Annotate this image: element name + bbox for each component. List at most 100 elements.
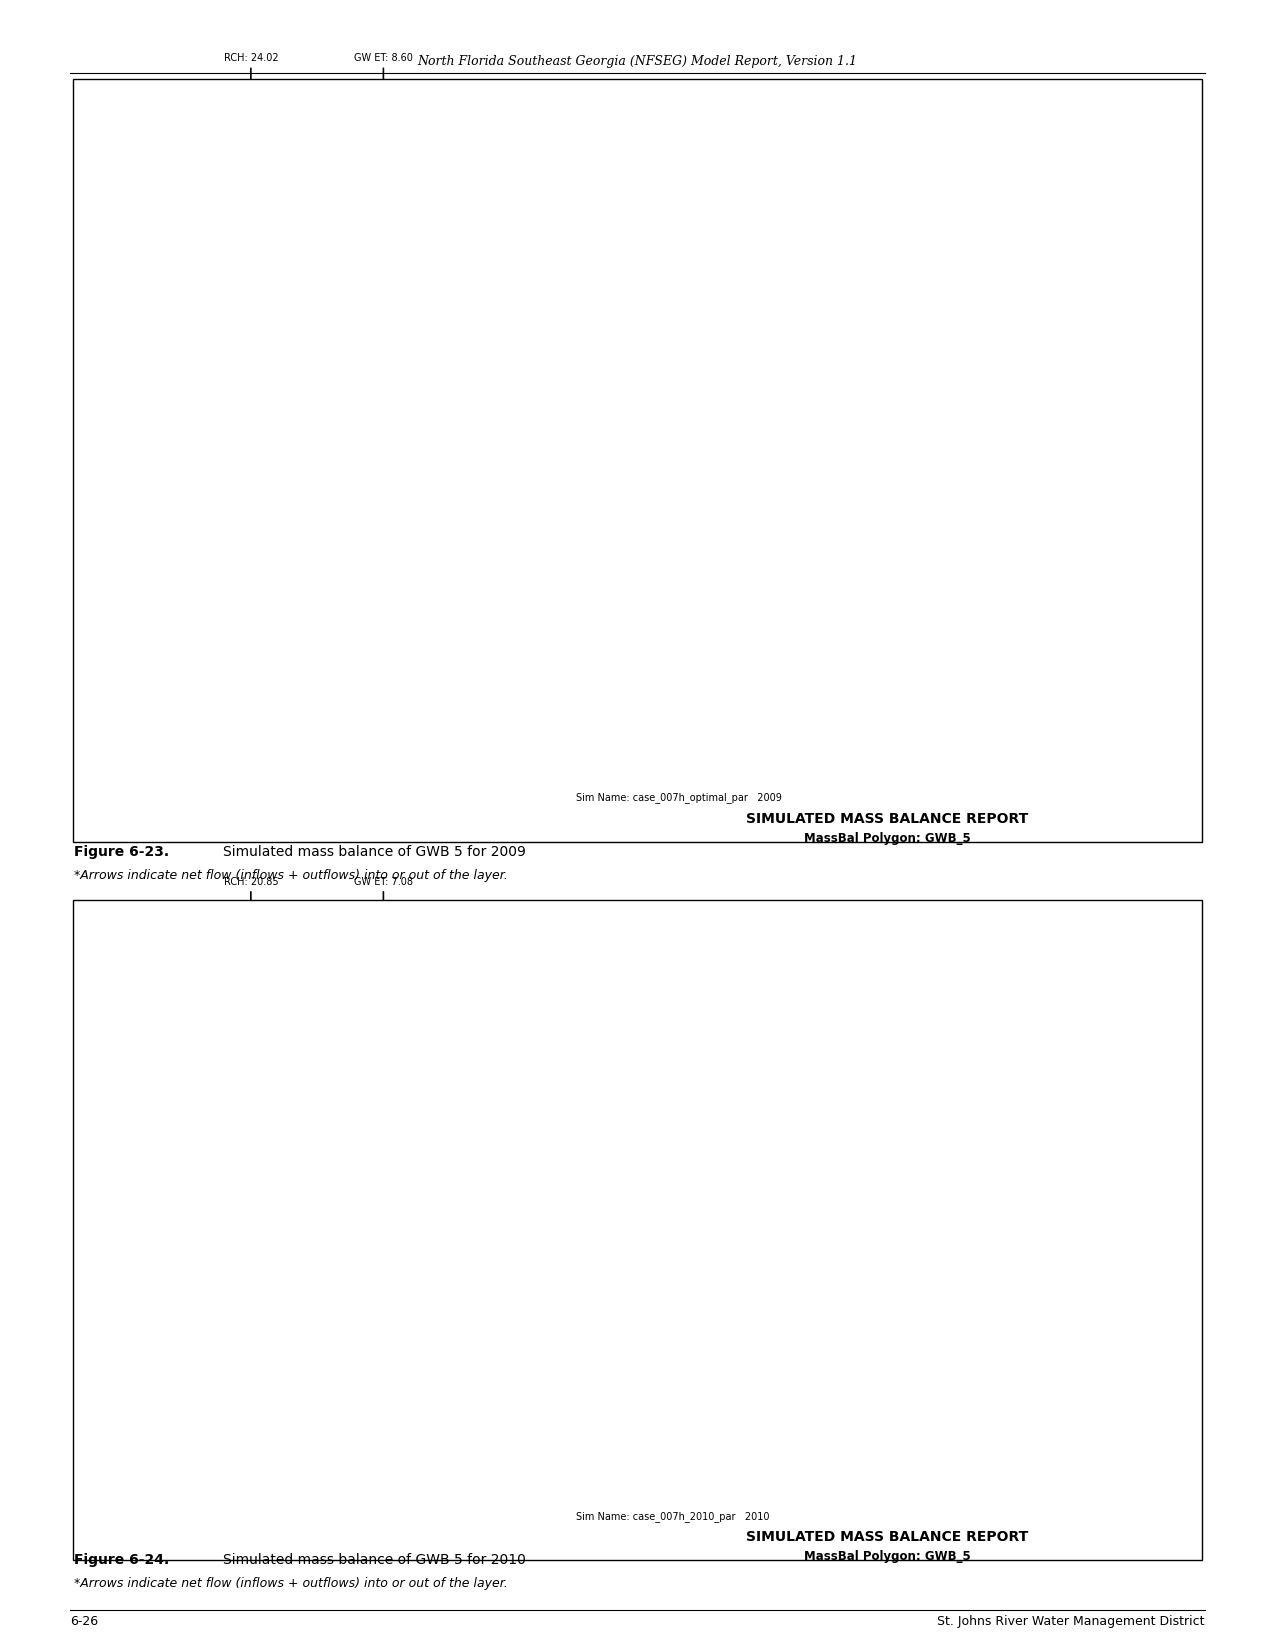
Text: FL: FL: [909, 205, 919, 213]
Text: L1 RIV:  1.91: L1 RIV: 1.91: [152, 966, 204, 976]
Text: (L3 Q_WEL:  92.53 mgd): (L3 Q_WEL: 92.53 mgd): [445, 327, 538, 335]
Text: Sim Name: case_007h_2010_par   2010: Sim Name: case_007h_2010_par 2010: [576, 1511, 770, 1522]
Text: 6-26: 6-26: [70, 1615, 98, 1628]
Text: L5 Q_LAT:  0.60: L5 Q_LAT: 0.60: [445, 464, 509, 474]
Bar: [212, 619, 437, 660]
Text: L1 DRN:  6.95: L1 DRN: 6.95: [147, 142, 204, 152]
Text: L2 GHB:  0.00: L2 GHB: 0.00: [147, 231, 204, 241]
Text: GA: GA: [909, 125, 922, 135]
Text: Layer 3: Layer 3: [302, 1096, 347, 1106]
Text: nfseg_zonebudget_polygons: nfseg_zonebudget_polygons: [639, 934, 759, 944]
Text: GW ET: 7.08: GW ET: 7.08: [354, 877, 413, 887]
Text: Figure 6-23.: Figure 6-23.: [74, 845, 170, 859]
Bar: [868, 114, 903, 147]
Bar: [212, 1012, 437, 1048]
Text: SC: SC: [909, 1065, 921, 1073]
Text: Simulated mass balance of GWB 5 for 2009: Simulated mass balance of GWB 5 for 2009: [223, 845, 527, 859]
Text: L4 to L5:  0.58: L4 to L5: 0.58: [330, 1204, 390, 1212]
Text: L1 Q_WEL:  0.00: L1 Q_WEL: 0.00: [445, 961, 513, 969]
Text: Jefferson: Jefferson: [973, 532, 1001, 537]
Text: Liberty: Liberty: [690, 1351, 711, 1355]
Text: L4 GHB:  0.00: L4 GHB: 0.00: [147, 1167, 204, 1177]
Text: L6 Q_LAT:  0.00: L6 Q_LAT: 0.00: [445, 1309, 509, 1317]
Text: ModelActiveBoundary: ModelActiveBoundary: [639, 982, 731, 991]
Text: SIMULATED MASS BALANCE REPORT: SIMULATED MASS BALANCE REPORT: [746, 812, 1029, 826]
Text: L6 Q_LAT:  0.00: L6 Q_LAT: 0.00: [445, 553, 509, 561]
Text: Baker: Baker: [803, 1067, 822, 1071]
Polygon shape: [576, 216, 652, 642]
Text: L1 CH:  1.01: L1 CH: 1.01: [153, 129, 204, 139]
Text: L3 GHB:  4.62: L3 GHB: 4.62: [147, 1103, 204, 1111]
Text: L5 to L6:  0.00: L5 to L6: 0.00: [330, 512, 390, 522]
Text: Franklin: Franklin: [775, 1435, 801, 1440]
Bar: [868, 974, 903, 1007]
Text: AL: AL: [909, 165, 921, 175]
Text: Seminole: Seminole: [673, 396, 703, 401]
Bar: [212, 1154, 437, 1190]
Text: Houston: Houston: [594, 338, 621, 343]
Text: Cook: Cook: [1079, 1146, 1094, 1151]
Text: Ocean: Ocean: [890, 713, 910, 718]
Text: MassBal Polygon: GWB_5: MassBal Polygon: GWB_5: [805, 1550, 970, 1563]
Text: Gulf: Gulf: [620, 1445, 632, 1450]
Text: L4 GHB:  0.00: L4 GHB: 0.00: [147, 390, 204, 398]
Text: Hamilton: Hamilton: [1135, 487, 1163, 492]
Text: L5 Q_WEL:  0.00: L5 Q_WEL: 0.00: [445, 477, 513, 487]
Bar: [868, 154, 903, 187]
Text: Tift: Tift: [1057, 1067, 1067, 1071]
Text: L1 Q_WEL:  0.00: L1 Q_WEL: 0.00: [445, 150, 513, 158]
Text: L1 Q_LAT:  0.01: L1 Q_LAT: 0.01: [445, 135, 509, 145]
Text: L7 Q_LAT:  0.00: L7 Q_LAT: 0.00: [445, 1380, 509, 1388]
Text: (L3 Q_WEL:  92.53 mgd): (L3 Q_WEL: 92.53 mgd): [445, 1113, 538, 1123]
Text: (L2 Q_WEL:  0.00 mgd): (L2 Q_WEL: 0.00 mgd): [445, 244, 533, 253]
Text: (L2 Q_WEL:  0.00 mgd): (L2 Q_WEL: 0.00 mgd): [445, 1043, 533, 1052]
Bar: [212, 373, 437, 414]
Text: L4 Q_LAT:  0.00: L4 Q_LAT: 0.00: [445, 1162, 509, 1171]
Text: L6 to L7:  0.00: L6 to L7: 0.00: [330, 594, 390, 603]
Text: Calhoun: Calhoun: [613, 578, 639, 583]
Bar: [868, 192, 903, 226]
Text: Thomas: Thomas: [987, 396, 1012, 401]
Text: L1 to L2:  4.79: L1 to L2: 4.79: [330, 991, 390, 999]
Text: Layer 6: Layer 6: [301, 1309, 348, 1319]
Text: Taylor: Taylor: [972, 599, 991, 604]
Text: L5 Q_LAT:  0.58: L5 Q_LAT: 0.58: [445, 1233, 509, 1242]
Text: Cook: Cook: [1079, 350, 1094, 355]
Text: Jefferson: Jefferson: [973, 1294, 1001, 1299]
Bar: [590, 925, 630, 953]
Text: Colquitt: Colquitt: [987, 1118, 1012, 1123]
Text: Calhoun: Calhoun: [613, 1332, 639, 1337]
Text: L6 to L7:  0.00: L6 to L7: 0.00: [330, 1344, 390, 1354]
Text: Houston: Houston: [594, 1138, 621, 1142]
Text: Baker: Baker: [803, 254, 822, 259]
Text: RCH: 24.02: RCH: 24.02: [223, 53, 278, 63]
Text: L3 to L4:  0.58: L3 to L4: 0.58: [330, 1133, 390, 1141]
Bar: [980, 114, 1015, 147]
Text: Tift: Tift: [1057, 254, 1067, 259]
Text: (L4 Q_WEL:  0.00 mgd): (L4 Q_WEL: 0.00 mgd): [445, 408, 533, 418]
Text: County Boundaries: County Boundaries: [857, 114, 961, 124]
Text: Franklin: Franklin: [775, 702, 801, 707]
Bar: [212, 208, 437, 249]
Text: L2 RIV:  0.08: L2 RIV: 0.08: [152, 218, 204, 228]
Text: Lafayette: Lafayette: [1010, 657, 1039, 662]
Text: (L1 Q_WEL:  0.97 mgd): (L1 Q_WEL: 0.97 mgd): [445, 162, 533, 172]
Text: Brooks: Brooks: [1063, 1212, 1085, 1217]
Text: GW ET: 8.60: GW ET: 8.60: [354, 53, 413, 63]
Text: Figure 6-24.: Figure 6-24.: [74, 1554, 170, 1567]
Bar: [590, 152, 630, 180]
Text: RCH: 20.85: RCH: 20.85: [223, 877, 278, 887]
Text: Madison: Madison: [1048, 1294, 1075, 1299]
Text: (L5 Q_WEL:  0.08 mgd): (L5 Q_WEL: 0.08 mgd): [445, 490, 533, 500]
Text: L3 Q_LAT:  0.11: L3 Q_LAT: 0.11: [445, 300, 509, 309]
Text: Grady: Grady: [890, 1184, 909, 1189]
Text: Layer 3: Layer 3: [302, 307, 347, 317]
Bar: [212, 291, 437, 332]
Bar: [590, 972, 630, 1001]
Text: Layer 1: Layer 1: [301, 142, 348, 152]
Text: (L1 Q_WEL:  0.97 mgd): (L1 Q_WEL: 0.97 mgd): [445, 972, 533, 981]
Text: Ocean: Ocean: [890, 1445, 910, 1450]
Text: *Arrows indicate net flow (inflows + outflows) into or out of the layer.: *Arrows indicate net flow (inflows + out…: [74, 868, 507, 882]
Text: L2 to L3:  5.10: L2 to L3: 5.10: [330, 266, 390, 274]
Text: Suwannee: Suwannee: [1070, 599, 1103, 604]
